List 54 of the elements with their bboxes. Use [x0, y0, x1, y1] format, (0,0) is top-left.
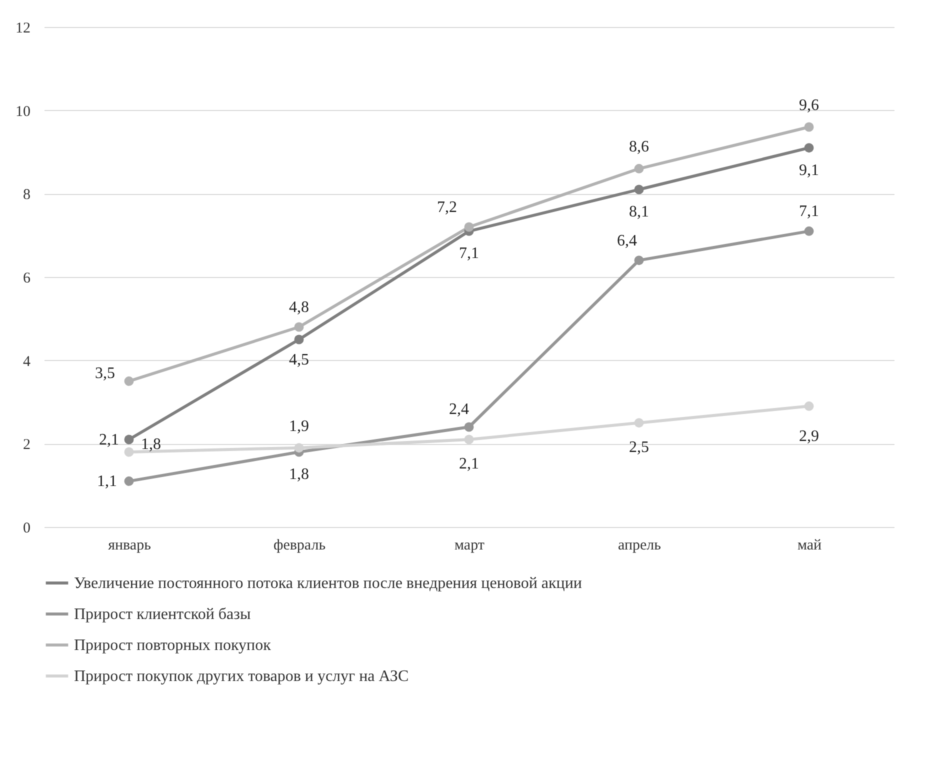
point — [634, 418, 644, 428]
data-label: 2,1 — [99, 432, 119, 448]
data-label: 8,6 — [629, 138, 649, 156]
point — [804, 226, 814, 236]
point — [124, 434, 134, 444]
data-label: 2,4 — [449, 401, 469, 418]
legend-label: Прирост повторных покупок — [74, 637, 272, 654]
data-label: 9,6 — [799, 97, 819, 114]
point — [124, 476, 134, 486]
x-tick-label: март — [454, 538, 485, 554]
y-tick-label: 2 — [23, 437, 30, 454]
point — [804, 122, 814, 132]
data-label: 1,1 — [97, 473, 117, 490]
point — [804, 401, 814, 411]
y-tick-label: 10 — [16, 104, 30, 120]
data-label: 4,5 — [289, 352, 309, 368]
x-tick-label: май — [797, 538, 822, 554]
point — [294, 443, 304, 453]
y-tick-label: 6 — [23, 270, 31, 286]
point — [464, 222, 474, 232]
data-label: 7,1 — [459, 245, 479, 262]
data-label: 8,1 — [629, 204, 649, 220]
data-label: 1,8 — [141, 436, 161, 453]
data-label: 7,2 — [437, 199, 457, 216]
data-label: 1,9 — [289, 418, 309, 435]
legend-label: Прирост клиентской базы — [74, 606, 251, 623]
data-label: 2,9 — [799, 428, 819, 446]
point — [634, 256, 644, 266]
point — [124, 447, 134, 457]
y-tick-label: 12 — [16, 20, 30, 36]
point — [464, 422, 474, 432]
point — [634, 184, 644, 194]
point — [124, 376, 134, 386]
legend-label: Прирост покупок других товаров и услуг на АЗС — [74, 668, 409, 685]
data-label: 2,1 — [459, 456, 479, 472]
data-label: 1,8 — [289, 466, 309, 483]
legend-label: Увеличение постоянного потока клиентов после внедрения ценовой акции — [74, 575, 582, 592]
data-label: 7,1 — [799, 203, 819, 220]
point — [294, 334, 304, 344]
point — [634, 164, 644, 174]
point — [464, 434, 474, 444]
x-tick-label: январь — [108, 538, 152, 554]
point — [804, 143, 814, 153]
x-tick-label: февраль — [273, 538, 326, 554]
data-label: 9,1 — [799, 162, 819, 179]
point — [294, 322, 304, 332]
y-tick-label: 4 — [23, 354, 31, 370]
x-tick-label: апрель — [618, 538, 662, 554]
y-tick-label: 8 — [23, 187, 30, 204]
data-label: 4,8 — [289, 299, 309, 316]
data-label: 3,5 — [95, 365, 115, 382]
data-label: 2,5 — [629, 438, 649, 456]
y-tick-label: 0 — [23, 520, 30, 536]
data-label: 6,4 — [617, 232, 637, 250]
